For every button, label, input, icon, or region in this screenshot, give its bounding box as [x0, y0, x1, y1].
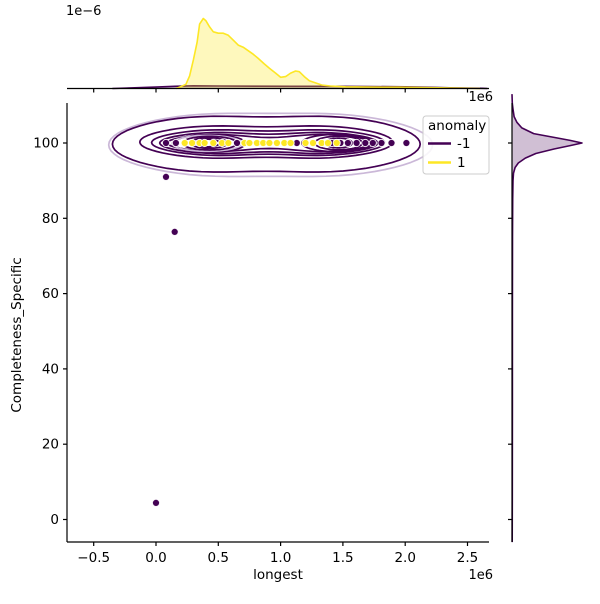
kde-contour	[111, 115, 422, 173]
right-marginal-y-ticks	[508, 142, 512, 521]
kde-contour	[150, 128, 386, 157]
legend-label-1: 1	[457, 155, 466, 171]
scatter-point-1	[265, 138, 274, 148]
scatter-point-1	[245, 138, 254, 148]
right-kde-line--1	[511, 94, 583, 543]
y-tick-label: 60	[42, 286, 59, 302]
scatter-point-1	[286, 138, 295, 148]
scatter-points	[151, 138, 411, 507]
scatter-point--1	[151, 498, 161, 507]
scatter-point-1	[209, 138, 218, 148]
scatter-point-1	[332, 138, 341, 148]
scatter-point--1	[352, 138, 361, 148]
scatter-point--1	[361, 138, 370, 148]
scatter-point--1	[161, 172, 171, 181]
legend-box	[422, 115, 490, 175]
top-marginal-plot: 1e−6 1e6	[66, 4, 493, 105]
x-tick-label: 2.5	[457, 550, 478, 566]
top-marginal-x-offset-label: 1e6	[468, 90, 493, 105]
x-tick-label: −0.5	[77, 550, 110, 566]
scatter-point--1	[377, 138, 386, 148]
kde-contour	[158, 131, 379, 155]
legend: anomaly -1 1	[422, 115, 490, 175]
kde-contour	[107, 112, 434, 178]
scatter-point--1	[171, 138, 180, 148]
x-tick-label: 1.5	[332, 550, 353, 566]
main-x-ticks: −0.5 0.0 0.5 1.0 1.5 2.0 2.5	[77, 542, 478, 566]
scatter-point--1	[232, 138, 242, 148]
top-kde-fill-1	[175, 18, 480, 89]
main-plot: −0.5 0.0 0.5 1.0 1.5 2.0 2.5 0 20 40 60 80 100 long…	[9, 103, 493, 583]
top-kde-line-1	[175, 17, 481, 90]
scatter-point-1	[188, 138, 197, 148]
x-tick-label: 2.0	[394, 550, 415, 566]
scatter-point-1	[224, 138, 233, 148]
legend-title: anomaly	[428, 118, 486, 134]
y-tick-label: 20	[42, 437, 59, 453]
scatter-point-1	[308, 138, 318, 148]
scatter-point--1	[387, 138, 396, 148]
y-axis-label: Completeness_Specific	[9, 257, 25, 412]
scatter-point-1	[323, 138, 332, 148]
scatter-point-1	[200, 138, 209, 148]
scatter-point--1	[170, 227, 179, 236]
scatter-point--1	[343, 138, 352, 148]
top-marginal-y-offset-label: 1e−6	[66, 4, 101, 19]
kde-contour	[138, 125, 394, 160]
right-marginal-plot	[508, 94, 583, 543]
main-y-ticks: 0 20 40 60 80 100	[33, 136, 67, 528]
scatter-point--1	[161, 138, 171, 148]
top-marginal-x-ticks	[93, 88, 469, 93]
scatter-point--1	[368, 138, 377, 148]
x-tick-label: 1.0	[270, 550, 291, 566]
y-tick-label: 40	[42, 361, 59, 377]
scatter-point--1	[402, 138, 411, 148]
scatter-point-1	[272, 138, 281, 148]
x-tick-label: 0.0	[145, 550, 166, 566]
y-tick-label: 0	[50, 512, 59, 528]
y-tick-label: 80	[42, 211, 59, 227]
x-axis-offset-label: 1e6	[468, 568, 493, 583]
top-marginal-kde-curves	[112, 17, 488, 90]
x-axis-label: longest	[253, 567, 303, 583]
scatter-point-1	[301, 138, 310, 148]
right-marginal-kde-curves	[511, 94, 583, 543]
y-tick-label: 100	[33, 136, 59, 152]
x-tick-label: 0.5	[208, 550, 229, 566]
legend-label--1: -1	[457, 136, 470, 152]
scatter-point-1	[180, 138, 189, 148]
right-kde-fill--1	[512, 94, 582, 543]
